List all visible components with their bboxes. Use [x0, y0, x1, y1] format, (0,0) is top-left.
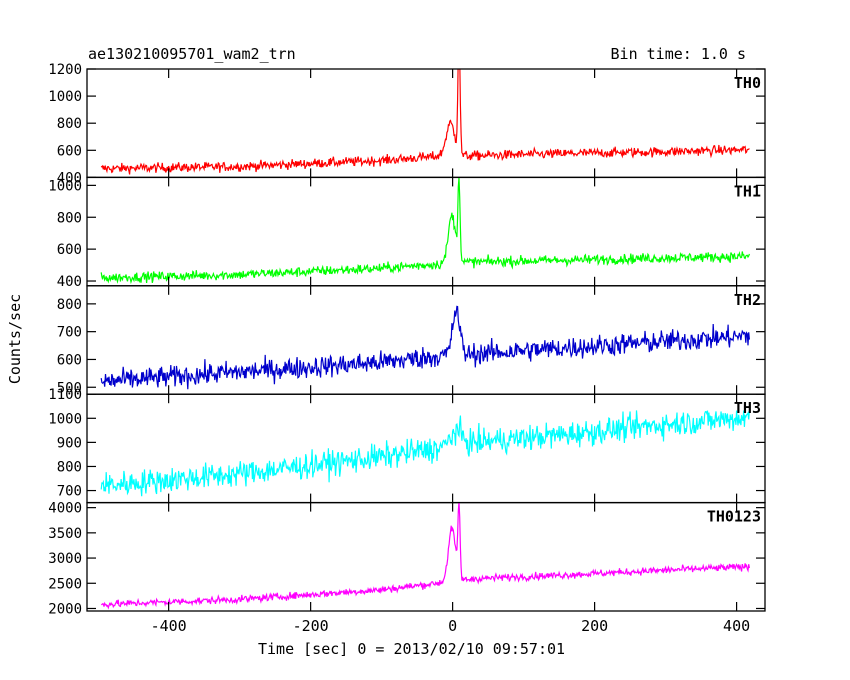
y-tick-label-th1: 1000 [48, 178, 82, 194]
series-line-th0123 [101, 502, 750, 610]
y-tick-label-th0123: 2500 [48, 576, 82, 592]
y-tick-label-th2: 800 [57, 297, 82, 313]
y-tick-label-th1: 400 [57, 274, 82, 290]
y-tick-label-th0123: 2000 [48, 601, 82, 617]
x-tick-label: 0 [448, 617, 457, 635]
y-tick-label-th3: 1000 [48, 411, 82, 427]
panel-frame-th1 [86, 176, 766, 287]
x-tick-label: 400 [723, 617, 750, 635]
y-tick-label-th2: 700 [57, 325, 82, 341]
y-tick-label-th2: 500 [57, 380, 82, 396]
panel-label-th0123: TH0123 [707, 508, 761, 526]
series-line-th1 [100, 177, 750, 285]
x-tick-label: 200 [581, 617, 608, 635]
y-tick-label-th0123: 3000 [48, 551, 82, 567]
y-tick-label-th0: 800 [57, 116, 82, 132]
y-tick-label-th0123: 3500 [48, 526, 82, 542]
panel-frame-th0123 [86, 501, 766, 612]
series-line-th0 [100, 69, 750, 175]
chart-title: ae130210095701_wam2_trn [88, 45, 296, 63]
y-tick-label-th1: 600 [57, 242, 82, 258]
y-tick-label-th2: 600 [57, 352, 82, 368]
y-tick-label-th3: 800 [57, 459, 82, 475]
y-tick-label-th0: 400 [57, 170, 82, 186]
y-axis-label: Counts/sec [6, 293, 24, 385]
x-tick-label: -200 [293, 617, 329, 635]
y-tick-label-th0: 1200 [48, 62, 82, 78]
x-tick-label: -400 [151, 617, 187, 635]
panel-label-th0: TH0 [734, 74, 761, 92]
series-line-th3 [100, 410, 750, 497]
y-tick-label-th0123: 4000 [48, 501, 82, 517]
panel-label-th1: TH1 [734, 182, 761, 200]
y-tick-label-th3: 1100 [48, 387, 82, 403]
y-tick-label-th3: 700 [57, 484, 82, 500]
bin-time-label: Bin time: 1.0 s [610, 45, 746, 63]
y-tick-label-th1: 800 [57, 210, 82, 226]
y-tick-label-th0: 1000 [48, 89, 82, 105]
y-tick-label-th0: 600 [57, 143, 82, 159]
y-tick-label-th3: 900 [57, 435, 82, 451]
series-line-th2 [100, 305, 750, 390]
x-axis-label: Time [sec] 0 = 2013/02/10 09:57:01 [258, 640, 566, 658]
panel-frame-th0 [86, 68, 766, 179]
panel-label-th2: TH2 [734, 291, 761, 309]
panel-label-th3: TH3 [734, 399, 761, 417]
